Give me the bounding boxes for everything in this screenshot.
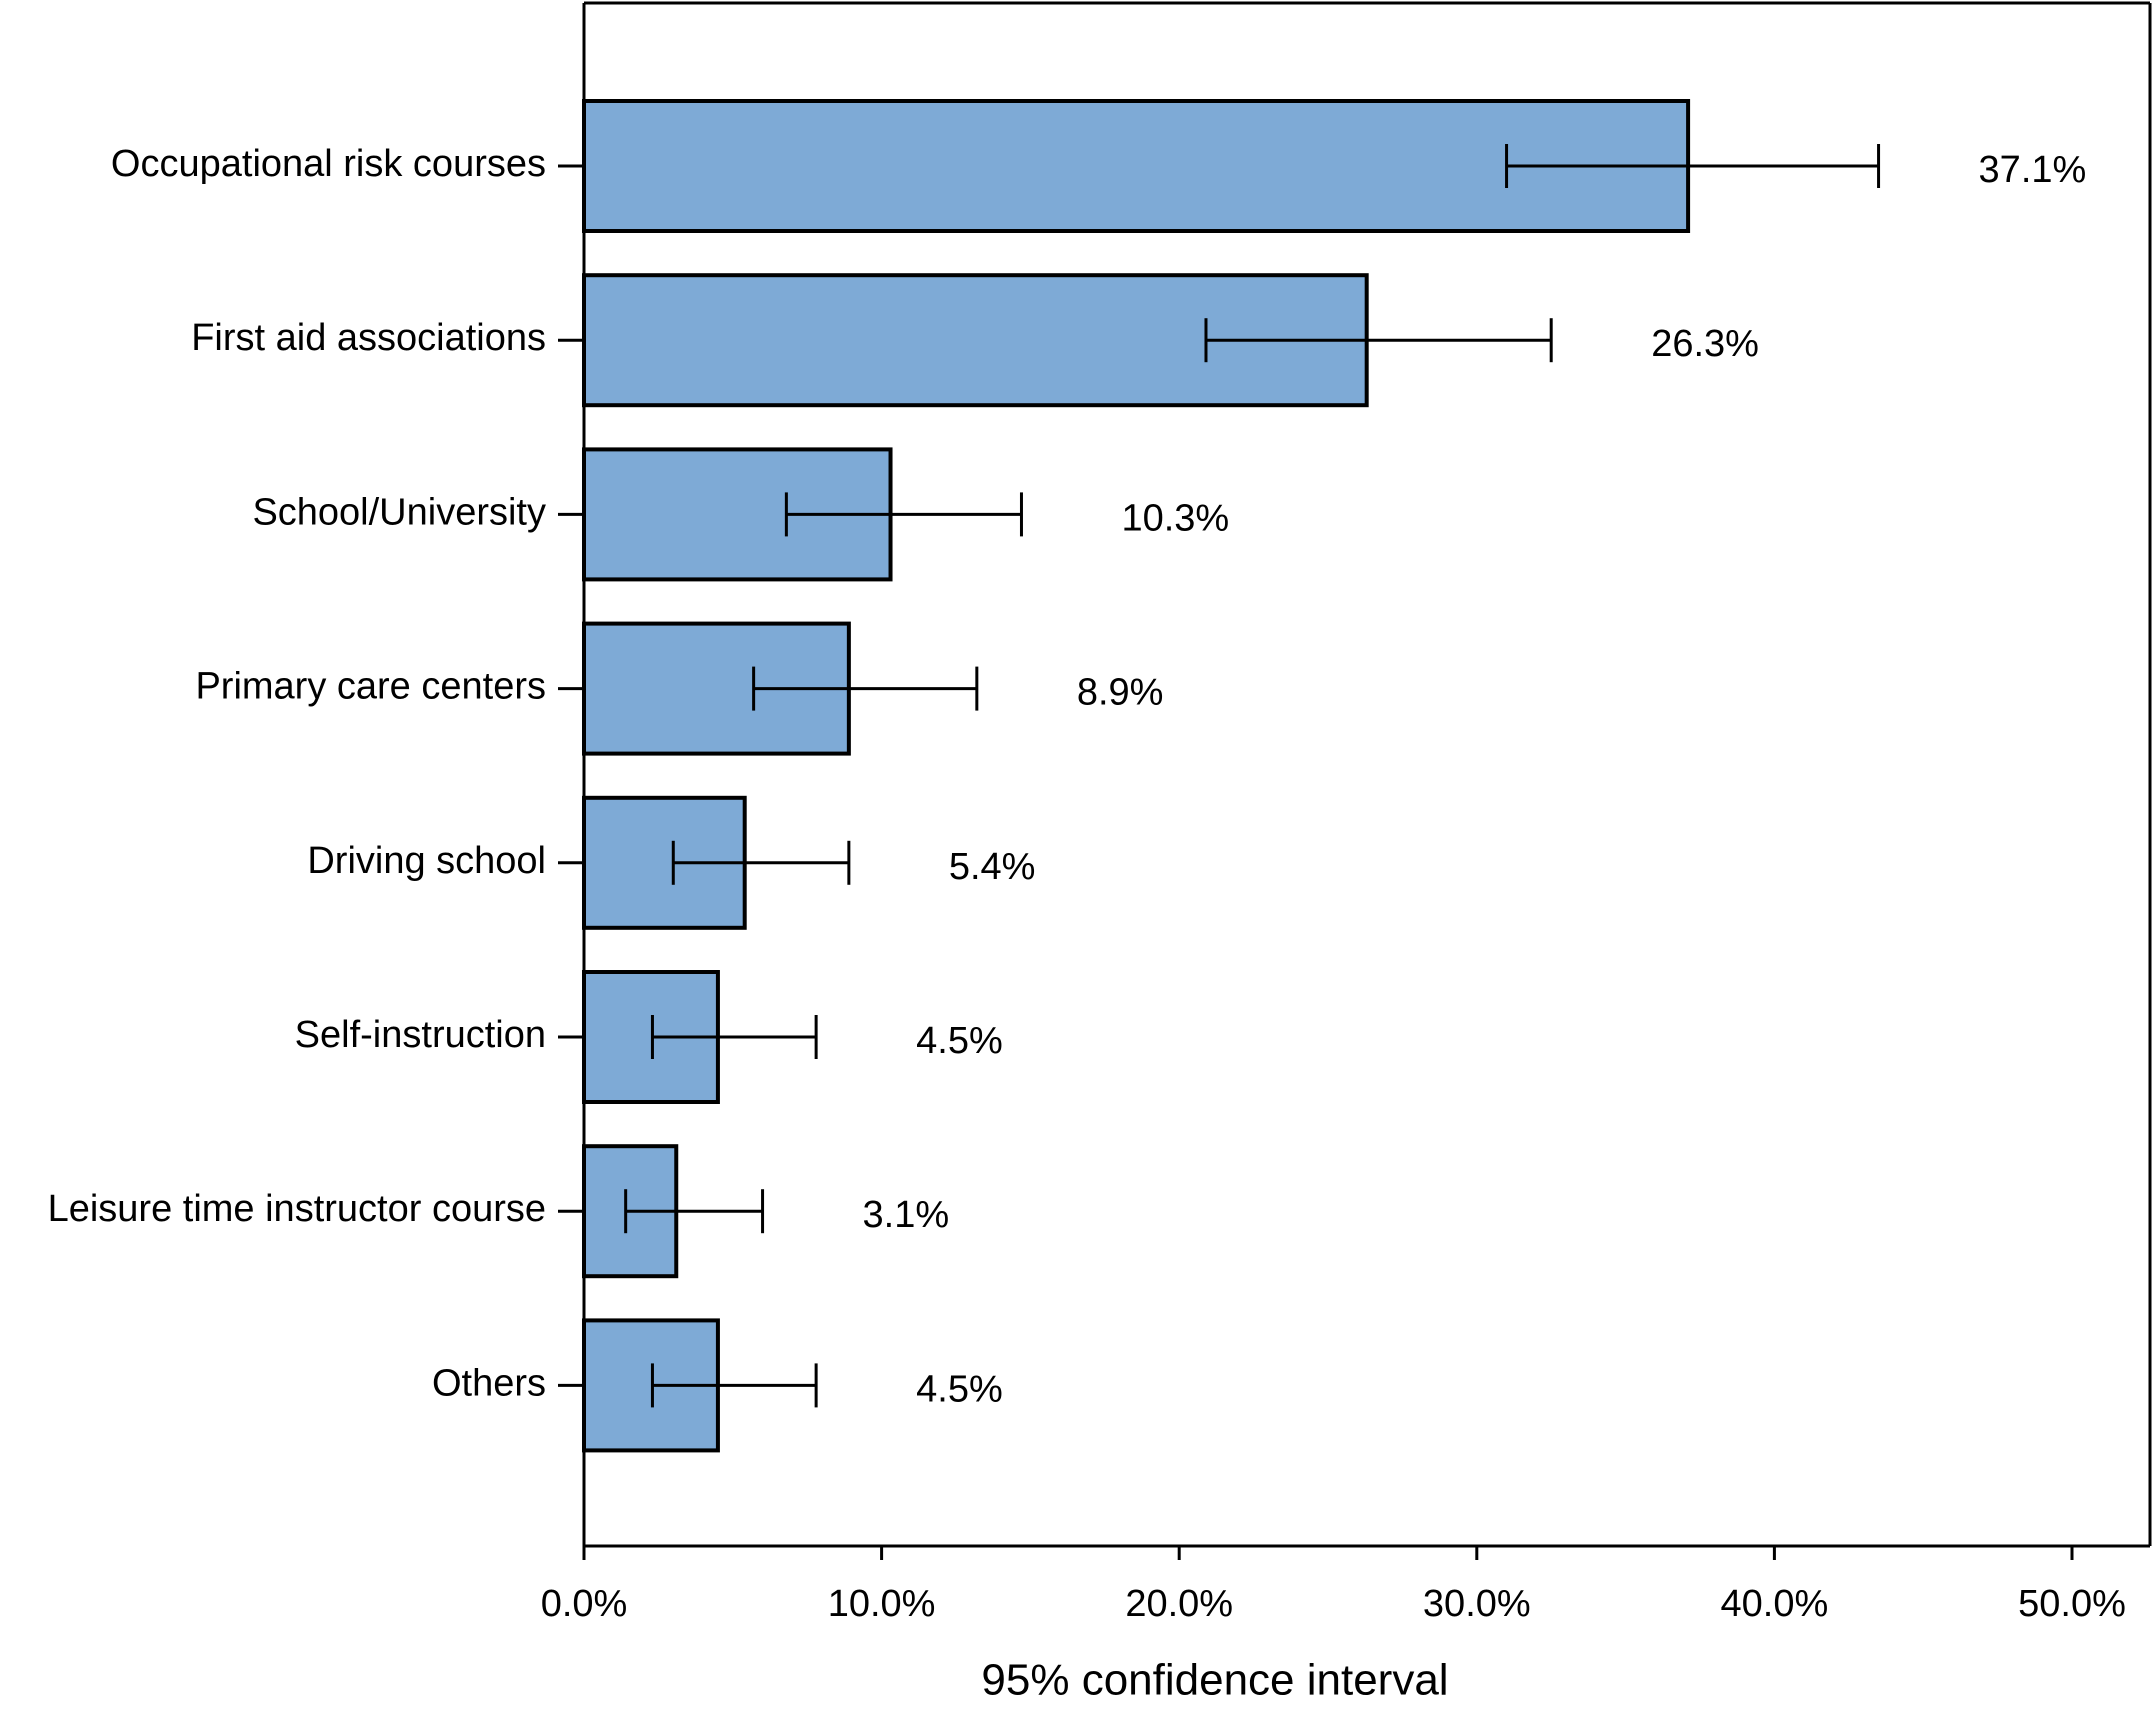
value-label: 26.3% [1651, 323, 1759, 365]
y-tick-label: School/University [252, 491, 546, 533]
value-label: 3.1% [863, 1194, 950, 1236]
x-tick-label: 30.0% [1423, 1583, 1531, 1625]
x-tick-label: 10.0% [828, 1583, 936, 1625]
y-tick-label: Driving school [307, 840, 546, 882]
y-tick-label: First aid associations [191, 317, 546, 359]
value-label: 4.5% [916, 1368, 1003, 1410]
bar [582, 99, 1691, 233]
y-tick-label: Others [432, 1362, 546, 1404]
value-label: 37.1% [1979, 149, 2087, 191]
value-label: 5.4% [949, 846, 1036, 888]
x-tick-label: 50.0% [2018, 1583, 2126, 1625]
y-tick-label: Primary care centers [195, 666, 546, 708]
x-tick-label: 0.0% [541, 1583, 628, 1625]
x-tick-label: 20.0% [1125, 1583, 1233, 1625]
value-label: 8.9% [1077, 672, 1164, 714]
y-tick-label: Occupational risk courses [111, 143, 546, 185]
x-tick-label: 40.0% [1721, 1583, 1829, 1625]
x-axis-title: 95% confidence interval [981, 1656, 1448, 1705]
y-tick-label: Self-instruction [295, 1014, 546, 1056]
value-label: 10.3% [1121, 497, 1229, 539]
value-label: 4.5% [916, 1020, 1003, 1062]
y-tick-label: Leisure time instructor course [48, 1188, 546, 1230]
